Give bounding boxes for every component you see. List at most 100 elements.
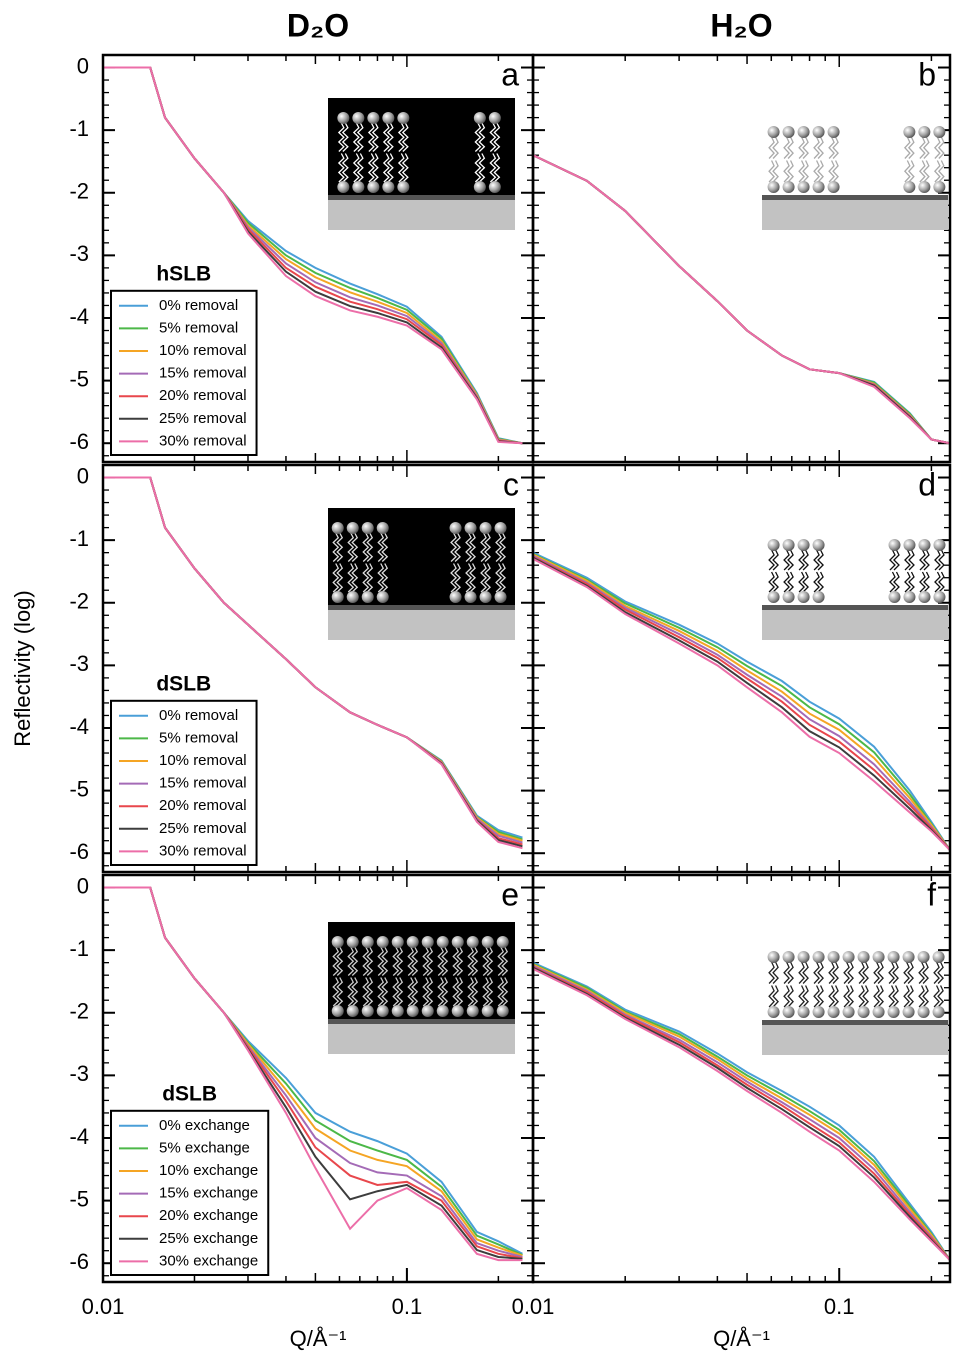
inset-schematic: [328, 508, 515, 640]
lipid-tail: [888, 985, 895, 1008]
lipid-head: [902, 951, 915, 963]
lipid-tail: [493, 153, 501, 183]
panel-label: f: [927, 876, 936, 912]
lipid-head: [842, 1006, 855, 1018]
lipid-head: [887, 1006, 900, 1018]
lipid-tail: [482, 946, 490, 976]
lipid-head: [842, 951, 855, 963]
lipid-tail: [499, 532, 506, 562]
lipid-tail: [401, 122, 409, 152]
lipid-tail: [411, 977, 419, 1007]
lipid-head: [903, 126, 916, 138]
lipid-head: [346, 591, 359, 603]
lipid-tail: [486, 946, 494, 976]
lipid-tail: [337, 122, 345, 152]
lipid-tail: [813, 136, 820, 159]
y-tick-label: -1: [69, 526, 89, 551]
x-axis-label: Q/Å⁻¹: [713, 1326, 770, 1351]
lipid-tail: [351, 946, 359, 976]
lipid-tail: [495, 563, 502, 593]
lipid-tail: [934, 549, 941, 571]
lipid-tail: [923, 549, 930, 571]
lipid-head: [337, 112, 350, 124]
lipid-tail: [888, 961, 895, 984]
lipid-head: [918, 126, 931, 138]
lipid-tail: [501, 946, 509, 976]
lipid-head: [903, 591, 916, 603]
lipid-tail: [919, 571, 926, 593]
lipid-tail: [847, 985, 854, 1008]
panel-label: e: [501, 876, 519, 912]
lipid-head: [367, 181, 380, 193]
lipid-head: [812, 1006, 825, 1018]
lipid-tail: [480, 563, 487, 593]
lipid-tail: [336, 946, 344, 976]
lipid-head: [361, 522, 374, 534]
lipid-head: [337, 181, 350, 193]
lipid-tail: [366, 563, 374, 593]
lipid-tail: [802, 961, 809, 984]
lipid-head: [406, 936, 419, 948]
lipid-head: [767, 1006, 780, 1018]
lipid-tail: [787, 160, 794, 183]
lipid-tail: [798, 571, 805, 593]
lipid-tail: [918, 136, 926, 159]
lipid-head: [352, 181, 365, 193]
lipid-tail: [362, 946, 370, 976]
lipid-head: [933, 126, 946, 138]
lipid-head: [451, 1005, 464, 1017]
lipid-head: [479, 522, 492, 534]
lipid-tail: [332, 946, 340, 976]
lipid-tail: [336, 563, 344, 593]
lipid-tail: [426, 946, 434, 976]
lipid-head: [331, 591, 344, 603]
lipid-head: [933, 591, 946, 603]
series-line: [533, 553, 950, 851]
lipid-head: [481, 1005, 494, 1017]
lipid-tail: [467, 946, 475, 976]
lipid-tail: [832, 985, 839, 1008]
lipid-tail: [426, 977, 434, 1007]
lipid-tail: [937, 985, 944, 1008]
lipid-tail: [332, 532, 340, 562]
lipid-tail: [858, 961, 865, 984]
lipid-tail: [813, 571, 820, 593]
lipid-tail: [478, 153, 486, 183]
lipid-head: [382, 181, 395, 193]
lipid-head: [421, 1005, 434, 1017]
lipid-tail: [933, 160, 941, 183]
lipid-tail: [918, 985, 925, 1008]
lipid-tail: [351, 977, 359, 1007]
panel-frame: [531, 873, 952, 1284]
lipid-tail: [922, 136, 930, 159]
lipid-tail: [817, 571, 824, 593]
lipid-head: [797, 539, 810, 551]
inset-substrate: [328, 1024, 515, 1054]
lipid-head: [888, 539, 901, 551]
lipid-tail: [356, 153, 364, 183]
series-line: [103, 66, 523, 445]
lipid-tail: [437, 977, 445, 1007]
lipid-tail: [347, 946, 355, 976]
lipid-tail: [497, 946, 505, 976]
lipid-tail: [454, 563, 461, 593]
panel-label: c: [503, 466, 519, 502]
lipid-tail: [877, 985, 884, 1008]
lipid-head: [346, 1005, 359, 1017]
y-tick-label: -4: [69, 1124, 89, 1149]
series-line: [533, 964, 950, 1261]
lipid-head: [436, 1005, 449, 1017]
lipid-head: [902, 1006, 915, 1018]
lipid-head: [346, 522, 359, 534]
lipid-head: [933, 181, 946, 193]
legend-label: 5% exchange: [159, 1139, 250, 1156]
lipid-head: [782, 591, 795, 603]
lipid-head: [782, 539, 795, 551]
y-tick-label: -1: [69, 936, 89, 961]
lipid-tail: [907, 985, 914, 1008]
lipid-tail: [347, 977, 355, 1007]
lipid-tail: [407, 977, 415, 1007]
lipid-head: [449, 522, 462, 534]
y-tick-label: -6: [69, 1249, 89, 1274]
lipid-tail: [456, 946, 464, 976]
